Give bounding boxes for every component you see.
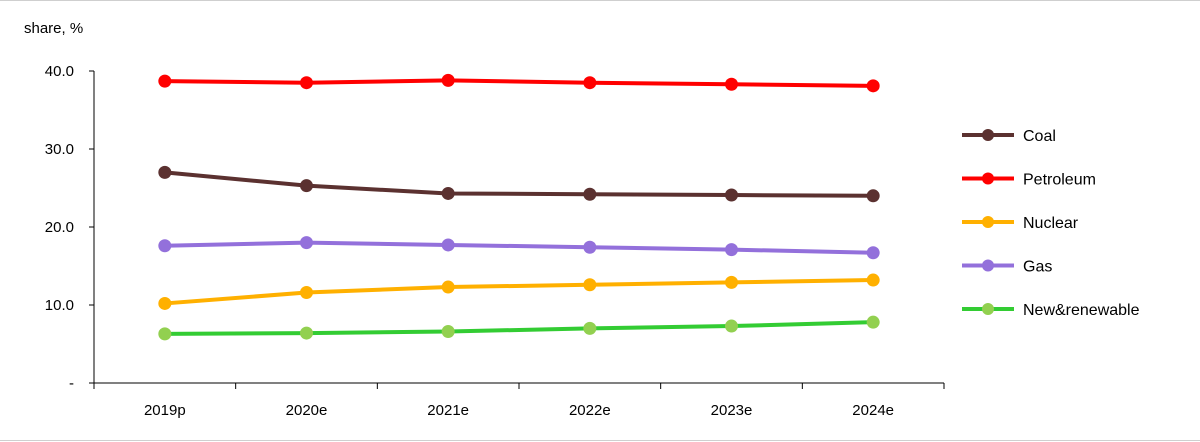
legend-label: Gas <box>1023 259 1052 276</box>
y-tick-label: 20.0 <box>45 219 74 236</box>
data-point <box>158 165 172 179</box>
series-line <box>164 170 874 198</box>
legend-label: Coal <box>1023 128 1056 145</box>
data-point <box>441 73 455 87</box>
legend-item: Petroleum <box>962 172 1096 189</box>
legend-swatch-marker <box>982 216 994 228</box>
x-tick-label: 2021e <box>427 402 469 419</box>
data-point <box>158 296 172 310</box>
data-point <box>725 319 738 333</box>
data-point <box>300 76 313 90</box>
x-tick-label: 2019p <box>144 402 186 419</box>
data-point <box>441 325 455 339</box>
data-point <box>441 280 455 294</box>
legend-item: New&renewable <box>962 302 1140 319</box>
series-new-renewable <box>158 315 880 341</box>
y-tick-label: 10.0 <box>45 297 74 314</box>
data-point <box>441 238 455 252</box>
legend-swatch-marker <box>982 129 994 141</box>
y-tick-label: 40.0 <box>45 63 74 80</box>
legend-item: Gas <box>962 259 1052 276</box>
legend-swatch-marker <box>982 259 994 272</box>
data-point <box>583 76 597 90</box>
data-point <box>866 273 880 287</box>
data-point <box>583 321 597 335</box>
series-line <box>164 240 874 255</box>
x-tick-label: 2023e <box>711 402 753 419</box>
data-point <box>866 189 880 203</box>
series-line <box>164 320 874 336</box>
series-nuclear <box>158 273 880 310</box>
data-point <box>158 74 172 88</box>
legend-label: Nuclear <box>1023 215 1079 232</box>
data-point <box>300 179 313 193</box>
legend-swatch-marker <box>982 303 994 315</box>
data-point <box>725 188 738 202</box>
y-axis-label: share, % <box>24 20 83 37</box>
legend-label: New&renewable <box>1023 302 1140 319</box>
data-point <box>866 315 880 329</box>
data-point <box>583 278 597 292</box>
x-tick-label: 2022e <box>569 402 611 419</box>
data-point <box>583 240 597 254</box>
data-point <box>583 187 597 201</box>
series-layer <box>158 73 880 341</box>
legend: Coal Petroleum Nuclear Gas New&renewable <box>962 128 1140 319</box>
data-point <box>300 326 313 340</box>
data-point <box>300 286 313 300</box>
data-point <box>725 243 738 257</box>
legend-swatch-marker <box>982 172 994 185</box>
data-point <box>725 275 738 289</box>
series-coal <box>158 165 880 203</box>
data-point <box>725 77 738 91</box>
y-tick-label: - <box>69 375 74 392</box>
legend-label: Petroleum <box>1023 172 1096 189</box>
data-point <box>866 79 880 93</box>
legend-item: Coal <box>962 128 1056 145</box>
x-tick-label: 2024e <box>852 402 894 419</box>
series-line <box>164 278 874 306</box>
legend-item: Nuclear <box>962 215 1079 232</box>
y-tick-label: 30.0 <box>45 141 74 158</box>
data-point <box>441 186 455 200</box>
data-point <box>866 246 880 260</box>
data-point <box>158 239 172 253</box>
series-petroleum <box>158 73 880 93</box>
data-point <box>158 327 172 341</box>
x-tick-label: 2020e <box>286 402 328 419</box>
data-point <box>300 236 313 250</box>
series-gas <box>158 236 880 260</box>
axes: share, % - 10.0 20.0 30.0 40.0 2019p 2020e 2021e… <box>24 20 945 419</box>
series-line <box>164 78 874 88</box>
